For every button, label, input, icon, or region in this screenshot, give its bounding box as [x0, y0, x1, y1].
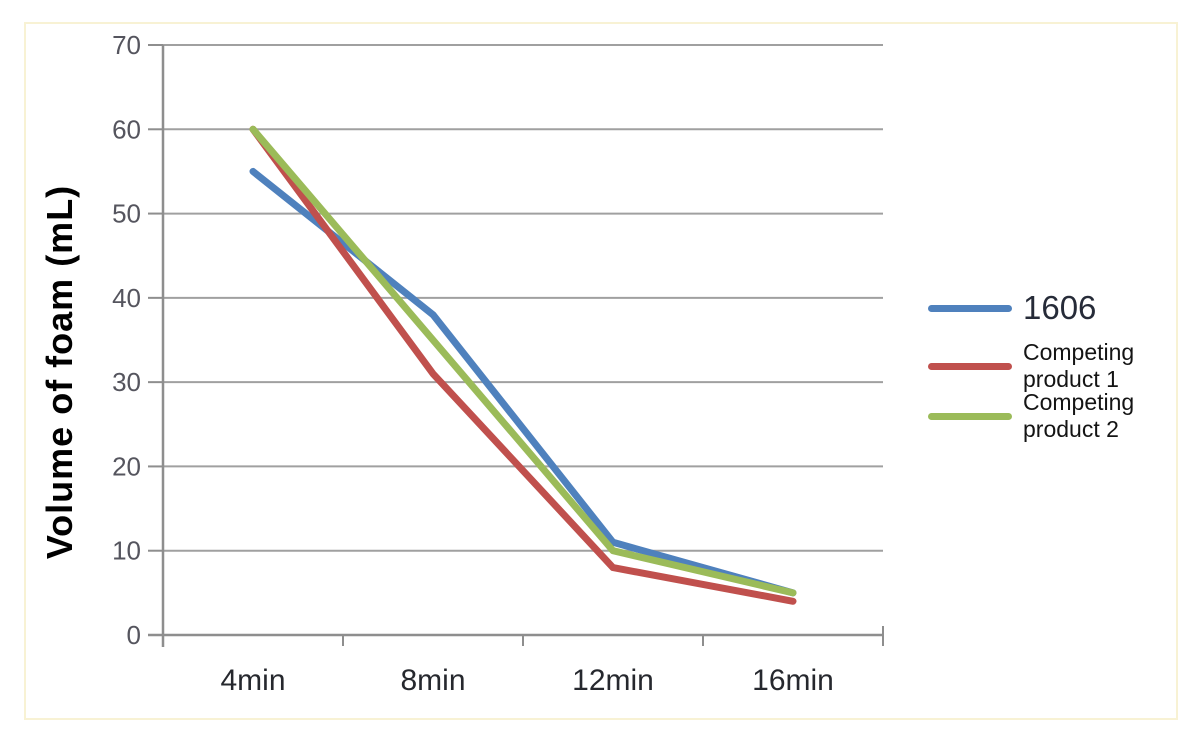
legend-item-1606: 1606 — [928, 286, 1096, 330]
series-line-competing-product-1 — [249, 125, 797, 605]
y-tick-label-60: 60 — [112, 114, 141, 144]
category-label-8min: 8min — [400, 664, 465, 697]
category-label-4min: 4min — [220, 664, 285, 697]
category-label-12min: 12min — [572, 664, 654, 697]
y-tick-label-50: 50 — [112, 199, 141, 229]
legend-label-line: product 1 — [1023, 366, 1119, 392]
y-tick-label-10: 10 — [112, 536, 141, 566]
y-tick-label-20: 20 — [112, 451, 141, 481]
series-layer — [249, 125, 797, 605]
series-line-competing-product-2 — [249, 125, 797, 597]
y-tick-label-30: 30 — [112, 367, 141, 397]
axis-label-layer: 0 10 20 30 40 50 60 70 4min 8min 12min 16min — [112, 30, 834, 697]
category-label-16min: 16min — [752, 664, 834, 697]
y-tick-label-70: 70 — [112, 30, 141, 60]
legend-label-line: product 2 — [1023, 416, 1119, 442]
legend-label-competing-product-1: Competing product 1 — [1023, 339, 1134, 393]
gridline-layer — [163, 44, 883, 552]
legend-label-competing-product-2: Competing product 2 — [1023, 389, 1134, 443]
legend-label-line: Competing — [1023, 389, 1135, 415]
legend-item-competing-product-2: Competing product 2 — [928, 388, 1134, 444]
legend-swatch-competing-product-1 — [928, 362, 1012, 370]
legend-item-competing-product-1: Competing product 1 — [928, 338, 1134, 394]
series-line-1606 — [249, 167, 797, 597]
legend-swatch-competing-product-2 — [928, 412, 1012, 420]
legend-label-1606: 1606 — [1023, 290, 1096, 326]
chart-legend: 1606 Competing product 1 Competing product 2 — [928, 286, 1190, 456]
y-tick-label-0: 0 — [127, 620, 141, 650]
legend-label-line: 1606 — [1023, 289, 1097, 326]
legend-label-line: Competing — [1023, 339, 1135, 365]
y-axis-title: Volume of foam (mL) — [39, 185, 80, 559]
axis-layer — [148, 44, 884, 647]
legend-swatch-1606 — [928, 304, 1012, 312]
y-tick-label-40: 40 — [112, 283, 141, 313]
